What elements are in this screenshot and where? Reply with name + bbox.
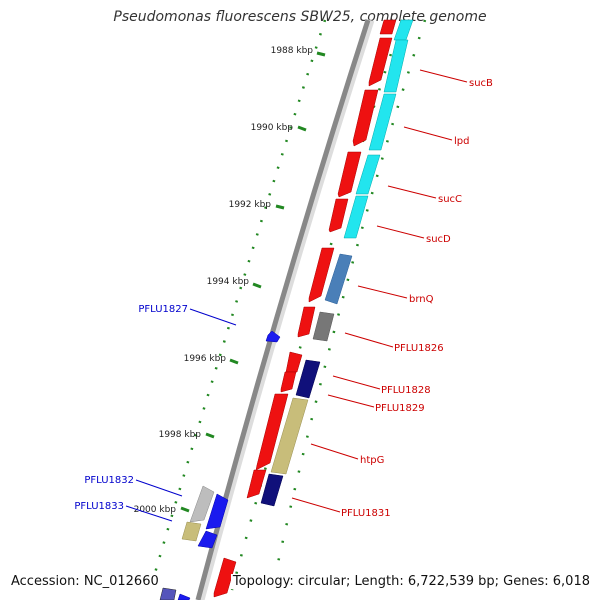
track-dotted-arc-inner [230, 19, 404, 591]
cds-reverse-lightgray [189, 485, 215, 523]
tick-1990 [297, 125, 307, 132]
leader-PFLU1827 [189, 308, 237, 326]
scale-ticks [180, 51, 326, 513]
tick-label-1998: 1998 kbp [159, 430, 202, 440]
cds-reverse-pflu1827 [265, 330, 281, 343]
feature-cyan-4 [343, 195, 369, 239]
gene-label-htpG: htpG [360, 455, 384, 466]
cds-reverse-blue-0 [205, 493, 229, 530]
leader-PFLU1829 [327, 394, 375, 408]
cds-forward-2 [352, 89, 379, 147]
gene-label-PFLU1826: PFLU1826 [394, 343, 444, 354]
forward-gene-labels: sucB lpd sucC sucD brnQ PFLU1826 PFLU182… [341, 78, 493, 519]
cds-track-forward [213, 19, 397, 598]
cds-track-reverse [159, 330, 281, 600]
cds-forward-1 [368, 37, 393, 87]
forward-leader-lines [291, 69, 468, 513]
cds-forward-7 [285, 351, 303, 373]
leader-sucD [376, 225, 425, 239]
feature-khaki [270, 397, 309, 475]
topology-text: Topology: circular; Length: 6,722,539 bp… [230, 574, 592, 589]
gene-label-brnQ: brnQ [409, 294, 434, 305]
leader-PFLU1832 [135, 479, 183, 497]
cds-forward-6 [297, 306, 316, 338]
feature-steelblue [324, 253, 353, 305]
cds-reverse-navy-0 [159, 587, 177, 600]
cds-forward-11 [213, 557, 237, 598]
tick-1994 [252, 282, 262, 289]
tick-2000 [180, 506, 190, 513]
cds-forward-4 [328, 198, 349, 233]
cds-reverse-blue-1 [197, 530, 218, 549]
tick-label-2000: 2000 kbp [134, 505, 177, 515]
feature-navy-0 [295, 359, 321, 399]
cds-reverse-khaki [181, 521, 202, 542]
cds-forward-10 [246, 469, 267, 499]
accession-text: Accession: NC_012660 [9, 574, 161, 589]
leader-PFLU1833 [125, 505, 173, 522]
reverse-gene-labels: PFLU1827 PFLU1832 PFLU1833 [74, 304, 188, 512]
cds-forward-8 [280, 371, 297, 393]
cds-forward-9 [255, 393, 289, 471]
gene-label-PFLU1832: PFLU1832 [84, 475, 134, 486]
feature-cyan-0 [393, 19, 414, 41]
tick-label-1988: 1988 kbp [271, 46, 314, 56]
leader-PFLU1828 [332, 375, 381, 390]
leader-PFLU1826 [344, 332, 394, 348]
gene-label-sucB: sucB [469, 78, 493, 89]
gene-label-PFLU1828: PFLU1828 [381, 385, 431, 396]
tick-label-1994: 1994 kbp [207, 277, 250, 287]
cds-forward-3 [337, 151, 362, 198]
gene-label-PFLU1831: PFLU1831 [341, 508, 391, 519]
feature-gray [312, 311, 335, 342]
cds-forward-5 [308, 247, 335, 303]
leader-sucC [387, 185, 437, 199]
leader-PFLU1831 [291, 497, 341, 513]
leader-htpG [310, 443, 359, 460]
track-dotted-arc-outer [270, 19, 427, 591]
cds-reverse-blue-2 [177, 593, 191, 600]
tick-1992 [275, 204, 285, 210]
leader-brnQ [357, 285, 408, 299]
tick-1996 [229, 358, 239, 365]
tick-1998 [205, 432, 215, 439]
feature-cyan-2 [368, 93, 397, 151]
tick-1988 [316, 51, 326, 57]
gene-label-PFLU1827: PFLU1827 [138, 304, 188, 315]
gene-label-PFLU1833: PFLU1833 [74, 501, 124, 512]
feature-cyan-1 [383, 39, 409, 93]
gene-label-sucC: sucC [438, 194, 462, 205]
tick-label-1990: 1990 kbp [251, 123, 294, 133]
cds-forward-0 [379, 19, 397, 35]
leader-sucB [419, 69, 468, 83]
tick-label-1996: 1996 kbp [184, 354, 227, 364]
feature-navy-1 [260, 473, 284, 507]
gene-label-lpd: lpd [454, 136, 469, 147]
gene-label-PFLU1829: PFLU1829 [375, 403, 425, 414]
gene-label-sucD: sucD [426, 234, 451, 245]
feature-cyan-3 [355, 154, 381, 195]
tick-label-1992: 1992 kbp [229, 200, 272, 210]
feature-track [260, 19, 414, 507]
leader-lpd [403, 126, 453, 141]
reverse-leader-lines [125, 308, 237, 522]
scale-tick-labels: 1988 kbp 1990 kbp 1992 kbp 1994 kbp 1996… [134, 46, 314, 515]
